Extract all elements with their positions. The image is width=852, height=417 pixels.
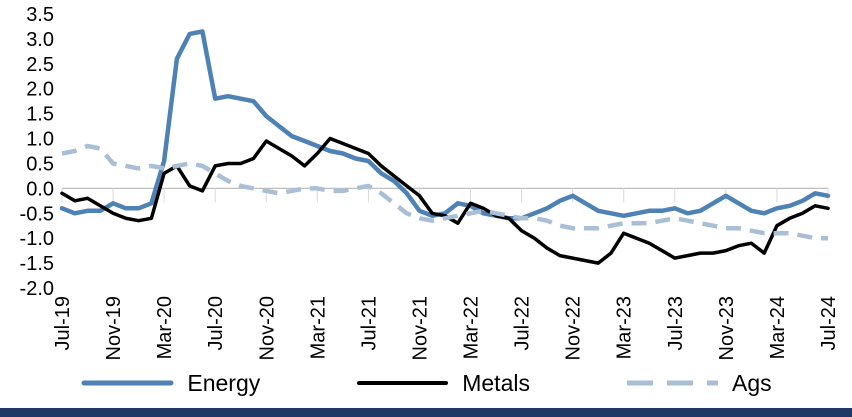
svg-text:Jul-23: Jul-23: [665, 296, 687, 350]
svg-text:Mar-20: Mar-20: [154, 296, 176, 359]
svg-text:Jul-22: Jul-22: [512, 296, 534, 350]
svg-text:Mar-22: Mar-22: [461, 296, 483, 359]
svg-text:2.5: 2.5: [26, 54, 54, 76]
ags-dashed-line-swatch-icon: [626, 380, 718, 386]
svg-text:Mar-21: Mar-21: [307, 296, 329, 359]
legend-label-metals: Metals: [462, 369, 530, 396]
svg-text:Jul-21: Jul-21: [358, 296, 380, 350]
svg-text:-1.0: -1.0: [20, 228, 54, 250]
svg-text:1.0: 1.0: [26, 129, 54, 151]
legend-item-metals: Metals: [355, 370, 530, 397]
svg-text:Jul-19: Jul-19: [52, 296, 74, 350]
y-axis-labels: 3.5 3.0 2.5 2.0 1.5 1.00.5 0.0 -0.5 -1.0 -1.5 -2.0: [20, 4, 54, 300]
metals-line-swatch-icon: [357, 381, 449, 385]
legend-item-ags: Ags: [625, 370, 772, 397]
svg-text:-1.5: -1.5: [20, 253, 54, 275]
svg-text:Nov-21: Nov-21: [409, 296, 431, 360]
svg-text:Nov-23: Nov-23: [716, 296, 738, 360]
svg-text:Mar-24: Mar-24: [767, 296, 789, 359]
svg-text:1.5: 1.5: [26, 104, 54, 126]
bottom-accent-bar: [0, 408, 852, 417]
plot-area: 3.5 3.0 2.5 2.0 1.5 1.0 0.5 0.0 -0.5 -1.0 -1.5 -2.0…: [20, 4, 840, 360]
svg-text:3.0: 3.0: [26, 29, 54, 51]
legend-item-energy: Energy: [80, 370, 260, 397]
svg-text:2.0: 2.0: [26, 79, 54, 101]
legend-label-ags: Ags: [731, 369, 772, 396]
svg-text:0.0: 0.0: [26, 178, 54, 200]
svg-text:-0.5: -0.5: [20, 203, 54, 225]
svg-text:Jul-20: Jul-20: [205, 296, 227, 350]
legend-label-energy: Energy: [187, 369, 261, 396]
legend: Energy Metals Ags: [0, 360, 852, 406]
svg-text:Jul-24: Jul-24: [818, 296, 840, 350]
svg-text:-2.0: -2.0: [20, 278, 54, 300]
series-lines-layer: [59, 29, 831, 265]
energy-line-swatch-icon: [81, 380, 174, 386]
svg-text:Mar-23: Mar-23: [614, 296, 636, 359]
svg-text:0.5: 0.5: [26, 153, 54, 175]
svg-text:Nov-22: Nov-22: [563, 296, 585, 360]
svg-text:Nov-19: Nov-19: [103, 296, 125, 360]
svg-text:Nov-20: Nov-20: [256, 296, 278, 360]
x-axis-labels: Jul-19 Nov-19 Mar-20 Jul-20 Nov-20 Mar-21 Jul-…: [52, 296, 840, 360]
chart-svg: 3.5 3.0 2.5 2.0 1.5 1.00.5 0.0 -0.5 -1.0 -1.5 -2.0…: [20, 4, 840, 360]
svg-text:3.5: 3.5: [26, 4, 54, 26]
axis-tick-layer: [61, 188, 829, 203]
